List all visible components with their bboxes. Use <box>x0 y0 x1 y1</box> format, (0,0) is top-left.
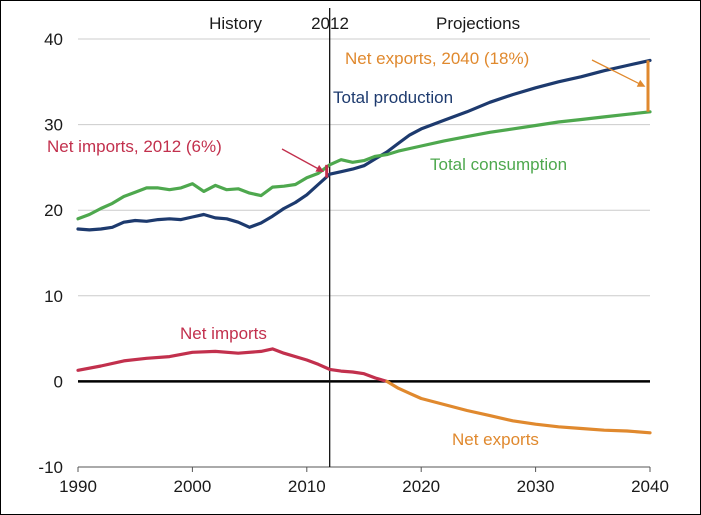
y-axis-ticks: -10 0 10 20 30 40 <box>38 30 63 477</box>
net-imports-line <box>76 347 389 383</box>
y-tick-label: 40 <box>44 30 63 49</box>
label-total-consumption: Total consumption <box>430 155 567 174</box>
annotations <box>281 59 650 178</box>
x-tick-label: 2020 <box>402 477 440 496</box>
annotation-net-exports-2040: Net exports, 2040 (18%) <box>345 49 529 68</box>
y-tick-label: 0 <box>54 372 63 391</box>
y-tick-label: -10 <box>38 458 63 477</box>
label-total-production: Total production <box>333 88 453 107</box>
y-tick-label: 20 <box>44 201 63 220</box>
label-net-imports: Net imports <box>180 324 267 343</box>
total-consumption-line <box>76 110 652 221</box>
x-tick-label: 1990 <box>59 477 97 496</box>
net-exports-line <box>385 379 652 435</box>
header-history: History <box>209 14 262 33</box>
total-production-line <box>76 58 652 232</box>
x-axis-ticks: 1990 2000 2010 2020 2030 2040 <box>59 467 669 496</box>
header-projections: Projections <box>436 14 520 33</box>
header-divider-year: 2012 <box>311 14 349 33</box>
y-tick-label: 30 <box>44 116 63 135</box>
x-tick-label: 2000 <box>173 477 211 496</box>
x-tick-label: 2030 <box>517 477 555 496</box>
annotation-net-imports-2012: Net imports, 2012 (6%) <box>47 137 222 156</box>
x-tick-label: 2010 <box>288 477 326 496</box>
net-exports-2040-arrow <box>591 59 646 87</box>
series-lines <box>76 58 652 435</box>
y-tick-label: 10 <box>44 287 63 306</box>
label-net-exports: Net exports <box>452 430 539 449</box>
net-imports-2012-arrow <box>281 148 325 173</box>
gridlines <box>78 38 650 468</box>
x-tick-label: 2040 <box>631 477 669 496</box>
